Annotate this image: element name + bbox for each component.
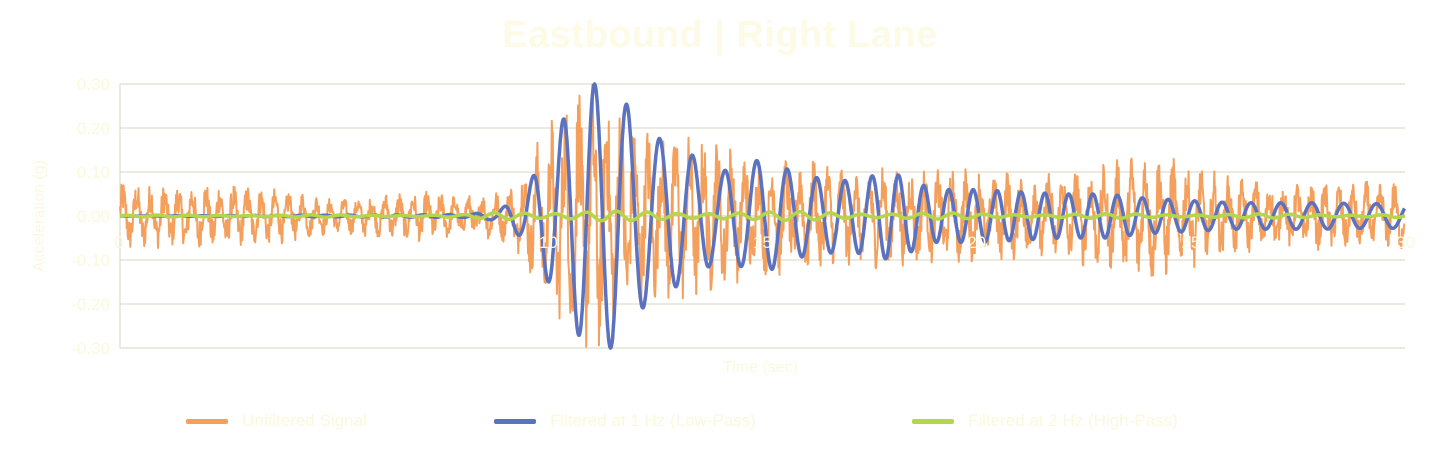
series-line-unfiltered: [119, 83, 1406, 348]
y-tick-label-3: 0.00: [77, 207, 110, 226]
legend-item-1: Filtered at 1 Hz (Low-Pass): [494, 406, 756, 436]
x-tick-labels: 0 10 15 20 25 30: [114, 233, 1415, 252]
legend-label-1: Filtered at 1 Hz (Low-Pass): [550, 411, 756, 430]
y-tick-label-2: 0.10: [77, 163, 110, 182]
x-tick-label-1: 10: [539, 233, 558, 252]
x-axis-title: Time (sec): [723, 359, 798, 376]
series-lines: [118, 82, 1407, 350]
legend-item-2: Filtered at 2 Hz (High-Pass): [912, 406, 1178, 436]
y-tick-label-4: -0.10: [71, 251, 110, 270]
x-tick-label-3: 20: [967, 233, 986, 252]
legend-label-0: Unfiltered Signal: [242, 411, 367, 430]
legend-item-0: Unfiltered Signal: [186, 406, 367, 436]
x-tick-label-4: 25: [1181, 233, 1200, 252]
y-tick-label-6: -0.30: [71, 339, 110, 358]
legend-label-2: Filtered at 2 Hz (High-Pass): [968, 411, 1178, 430]
y-tick-label-1: 0.20: [77, 119, 110, 138]
y-tick-label-0: 0.30: [77, 75, 110, 94]
x-tick-label-0: 0: [114, 233, 123, 252]
chart-title: Eastbound | Right Lane: [502, 14, 938, 56]
y-axis-title: Acceleration (g): [31, 160, 48, 272]
legend-swatch-2: [912, 418, 954, 424]
y-tick-labels: 0.30 0.20 0.10 0.00 -0.10 -0.20 -0.30: [71, 75, 110, 358]
legend-swatch-1: [494, 418, 536, 424]
x-tick-label-2: 15: [753, 233, 772, 252]
legend: Unfiltered Signal Filtered at 1 Hz (Low-P…: [0, 406, 1440, 436]
x-tick-label-5: 30: [1396, 233, 1415, 252]
y-tick-label-5: -0.20: [71, 295, 110, 314]
series-line-highpass: [119, 209, 1406, 223]
legend-swatch-0: [186, 418, 228, 424]
